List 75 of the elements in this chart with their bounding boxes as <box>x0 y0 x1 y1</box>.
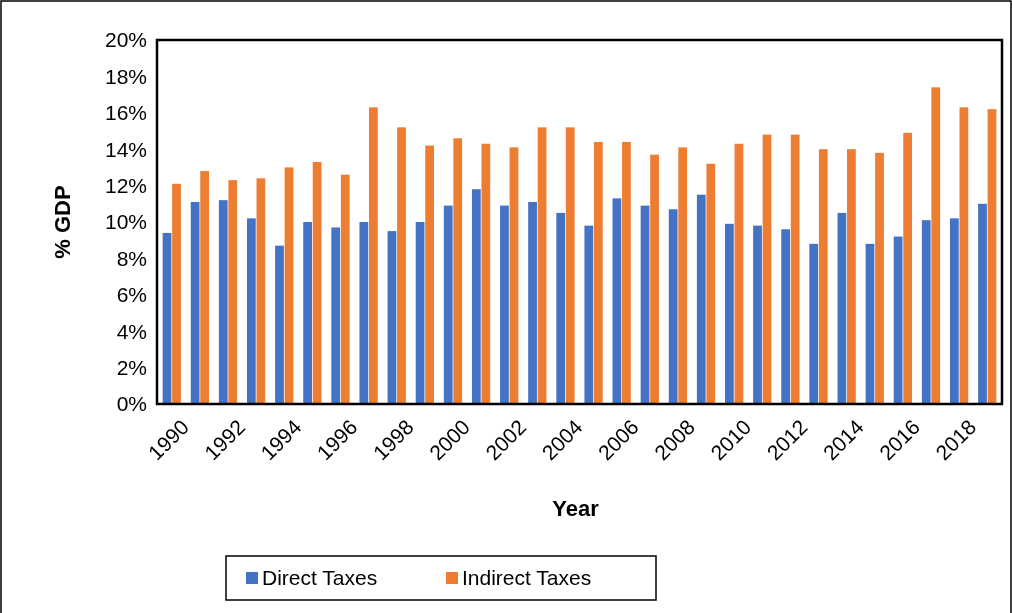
bar <box>303 222 312 404</box>
bar <box>172 183 181 404</box>
bar <box>818 149 828 404</box>
bar <box>481 143 491 404</box>
bar <box>218 200 228 404</box>
y-tick-label: 14% <box>104 137 147 161</box>
bar <box>200 171 210 404</box>
bar <box>706 163 716 404</box>
bar <box>734 143 744 404</box>
bar <box>959 107 969 404</box>
y-tick-label: 0% <box>116 392 147 416</box>
bar <box>443 205 453 404</box>
bar <box>359 222 369 404</box>
bar <box>949 218 959 404</box>
bar <box>903 132 913 404</box>
bar <box>987 109 997 404</box>
bar <box>387 231 397 404</box>
bar <box>640 205 650 404</box>
bar <box>284 167 294 404</box>
bar <box>622 141 631 404</box>
bar <box>397 127 406 404</box>
bar <box>978 203 987 404</box>
bar <box>500 205 509 404</box>
bar <box>275 245 284 404</box>
bar <box>593 141 603 404</box>
legend-label: Indirect Taxes <box>462 566 592 590</box>
legend-label: Direct Taxes <box>262 566 378 590</box>
bar <box>565 127 575 404</box>
bar <box>650 154 659 404</box>
bar <box>256 178 266 404</box>
bar <box>453 138 463 404</box>
y-tick-label: 8% <box>116 246 147 270</box>
y-tick-label: 20% <box>104 28 147 52</box>
bar <box>509 147 519 404</box>
bar <box>837 212 847 404</box>
y-tick-label: 12% <box>104 173 147 197</box>
y-tick-label: 18% <box>104 64 147 88</box>
bar <box>368 107 378 404</box>
bar <box>228 180 238 404</box>
bar <box>162 232 172 404</box>
bar <box>668 209 678 404</box>
bar <box>340 174 350 404</box>
y-tick-label: 4% <box>116 319 147 343</box>
bar <box>762 134 772 404</box>
bar <box>415 222 425 404</box>
bar <box>584 225 594 404</box>
y-tick-label: 2% <box>116 355 147 379</box>
x-axis-title: Year <box>552 496 600 521</box>
bar <box>425 145 434 404</box>
bar <box>893 236 903 404</box>
bar <box>190 201 200 404</box>
bar <box>471 189 481 404</box>
bar <box>781 229 791 404</box>
bar <box>753 225 762 404</box>
y-tick-label: 6% <box>116 283 147 307</box>
bar <box>537 127 547 404</box>
bar <box>847 149 856 404</box>
bar <box>612 198 622 404</box>
bar <box>556 212 566 404</box>
y-tick-label: 16% <box>104 101 147 125</box>
y-tick-label: 10% <box>104 210 147 234</box>
bar <box>246 218 256 404</box>
bar <box>865 243 875 404</box>
bar <box>931 87 941 404</box>
bar <box>809 243 819 404</box>
bar <box>790 134 800 404</box>
y-axis-title: % GDP <box>50 185 75 259</box>
bar <box>696 194 706 404</box>
bar <box>312 161 322 404</box>
bar <box>331 227 341 404</box>
bar <box>875 152 884 404</box>
bar <box>725 223 734 404</box>
bar <box>678 147 688 404</box>
bar <box>528 201 537 404</box>
bar <box>921 220 931 404</box>
